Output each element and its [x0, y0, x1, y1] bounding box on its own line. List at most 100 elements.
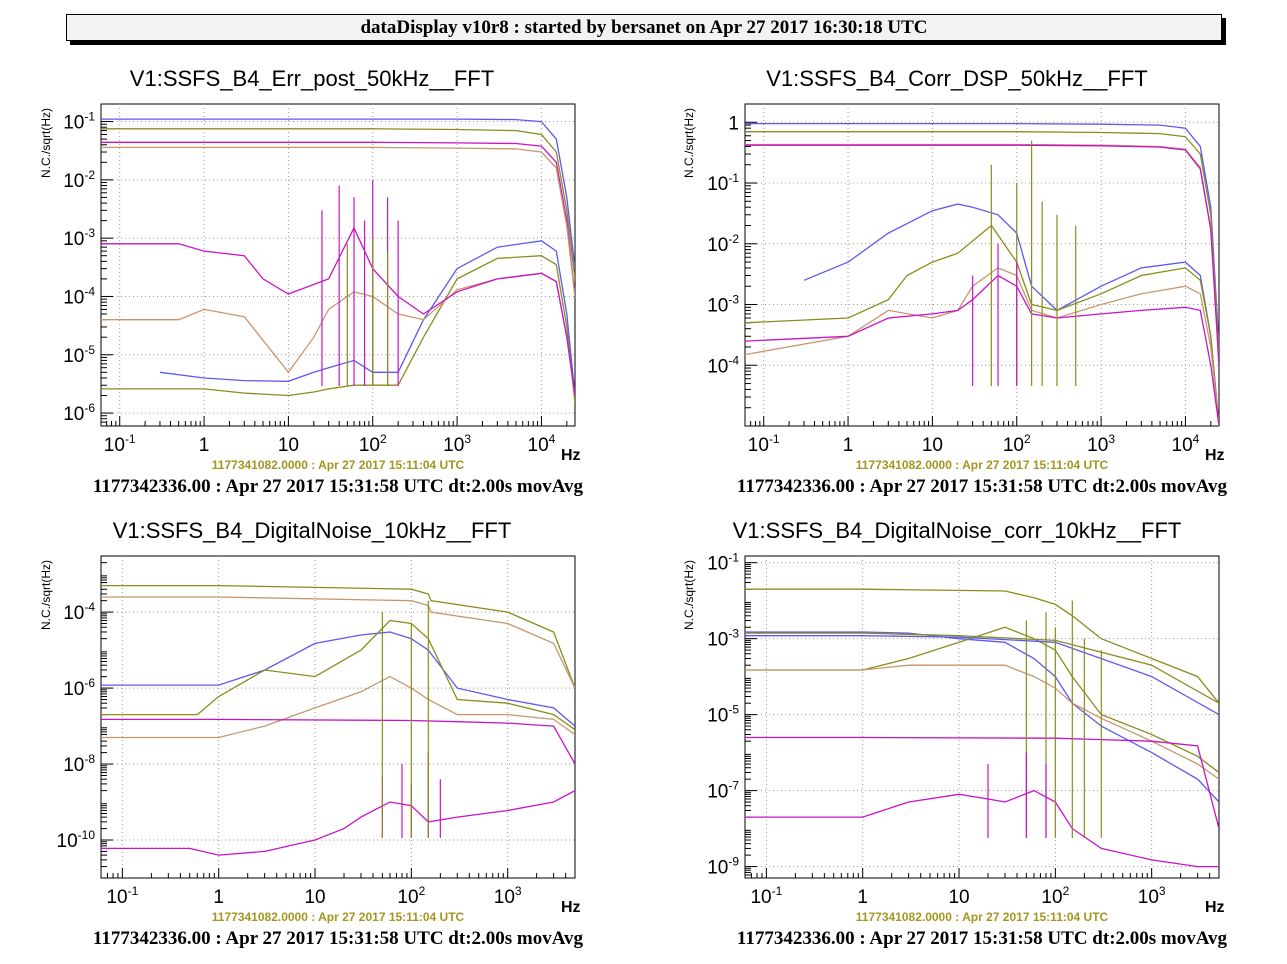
x-tick-label: 10-1 [748, 432, 780, 456]
plot-frame [100, 103, 576, 427]
x-tick-label: 10 [948, 887, 969, 908]
y-tick-label: 10-6 [63, 401, 95, 425]
series-line-5 [101, 675, 575, 739]
y-tick-label: 10-9 [707, 855, 739, 879]
series-line-5 [745, 122, 1219, 348]
y-tick-label: 10-4 [707, 353, 739, 377]
x-tick-label: 104 [528, 432, 556, 456]
y-axis-label: N.C./sqrt(Hz) [39, 560, 53, 630]
y-tick-label: 10-4 [63, 284, 95, 308]
x-tick-label: 102 [1003, 432, 1031, 456]
series-line-1 [803, 203, 1219, 426]
x-tick-label: 10 [304, 887, 325, 908]
y-axis-label: N.C./sqrt(Hz) [682, 560, 696, 630]
reference-time-label: 1177341082.0000 : Apr 27 2017 15:11:04 U… [212, 458, 465, 472]
plot-frame [100, 555, 576, 879]
chart-title: V1:SSFS_B4_DigitalNoise_10kHz__FFT [113, 518, 512, 543]
y-tick-label: 10-5 [63, 343, 95, 367]
x-tick-label: 102 [359, 432, 387, 456]
series-line-2 [101, 596, 575, 689]
y-tick-label: 10-6 [63, 676, 95, 700]
series-line-7 [101, 790, 575, 856]
series-line-2 [745, 224, 1219, 426]
x-axis-label: Hz [1205, 447, 1225, 464]
y-tick-label: 10-7 [707, 779, 739, 803]
x-tick-label: 1 [213, 887, 224, 908]
y-tick-label: 10-1 [707, 551, 739, 575]
footer-time-label: 1177342336.00 : Apr 27 2017 15:31:58 UTC… [737, 928, 1228, 949]
x-tick-label: 10 [922, 435, 943, 456]
chart-panel-4: V1:SSFS_B4_DigitalNoise_corr_10kHz__FFT N… [682, 518, 1228, 949]
series-line-1 [101, 584, 575, 689]
reference-time-label: 1177341082.0000 : Apr 27 2017 15:11:04 U… [212, 910, 465, 924]
series-line-5 [101, 118, 575, 269]
x-tick-label: 103 [494, 884, 522, 908]
chart-panel-3: V1:SSFS_B4_DigitalNoise_10kHz__FFT N.C./s… [39, 518, 584, 949]
series-line-8 [745, 632, 1219, 704]
x-axis-label: Hz [561, 899, 581, 916]
x-tick-label: 1 [857, 887, 868, 908]
x-tick-label: 10-1 [750, 884, 782, 908]
y-tick-label: 1 [728, 113, 739, 134]
y-tick-label: 10-3 [707, 293, 739, 317]
x-tick-label: 103 [1087, 432, 1115, 456]
page-header: dataDisplay v10r8 : started by bersanet … [66, 14, 1222, 41]
x-tick-label: 103 [1138, 884, 1166, 908]
chart-title: V1:SSFS_B4_DigitalNoise_corr_10kHz__FFT [733, 518, 1182, 543]
series-line-3 [745, 626, 1219, 774]
series-line-6 [745, 789, 1219, 868]
x-tick-label: 103 [443, 432, 471, 456]
reference-time-label: 1177341082.0000 : Apr 27 2017 15:11:04 U… [856, 910, 1109, 924]
chart-panel-2: V1:SSFS_B4_Corr_DSP_50kHz__FFT N.C./sqrt(… [682, 66, 1228, 497]
series-line-3 [745, 267, 1219, 426]
series-line-6 [101, 128, 575, 279]
series-line-8 [101, 146, 575, 297]
x-tick-label: 10 [278, 435, 299, 456]
series-group [101, 584, 575, 856]
series-line-1 [159, 240, 575, 396]
y-tick-label: 10-3 [707, 627, 739, 651]
x-tick-label: 10-1 [106, 884, 138, 908]
chart-title: V1:SSFS_B4_Err_post_50kHz__FFT [130, 66, 494, 91]
series-line-1 [745, 588, 1219, 704]
x-tick-label: 104 [1172, 432, 1200, 456]
y-tick-label: 10-1 [63, 110, 95, 134]
series-group [745, 588, 1219, 868]
reference-time-label: 1177341082.0000 : Apr 27 2017 15:11:04 U… [856, 458, 1109, 472]
plot-frame [744, 103, 1220, 427]
y-axis-label: N.C./sqrt(Hz) [682, 108, 696, 178]
series-line-7 [745, 635, 1219, 716]
footer-time-label: 1177342336.00 : Apr 27 2017 15:31:58 UTC… [93, 476, 584, 497]
series-line-3 [101, 631, 575, 727]
x-tick-label: 1 [843, 435, 854, 456]
x-tick-label: 102 [397, 884, 425, 908]
y-tick-label: 10-3 [63, 226, 95, 250]
footer-time-label: 1177342336.00 : Apr 27 2017 15:31:58 UTC… [737, 476, 1228, 497]
y-tick-label: 10-10 [57, 828, 96, 852]
chart-panel-1: V1:SSFS_B4_Err_post_50kHz__FFT N.C./sqrt(… [39, 66, 584, 497]
series-line-8 [745, 144, 1219, 366]
x-axis-label: Hz [1205, 899, 1225, 916]
series-line-4 [101, 619, 575, 731]
series-line-2 [745, 631, 1219, 803]
x-tick-label: 1 [199, 435, 210, 456]
series-group [101, 118, 575, 403]
y-tick-label: 10-2 [63, 168, 95, 192]
y-axis-label: N.C./sqrt(Hz) [39, 108, 53, 178]
plot-frame [744, 555, 1220, 879]
series-line-7 [101, 141, 575, 297]
series-line-4 [745, 274, 1219, 426]
chart-title: V1:SSFS_B4_Corr_DSP_50kHz__FFT [766, 66, 1148, 91]
series-line-4 [745, 664, 1219, 780]
series-line-6 [745, 131, 1219, 355]
x-tick-label: 10-1 [104, 432, 136, 456]
series-line-2 [101, 255, 575, 403]
y-tick-label: 10-5 [707, 703, 739, 727]
x-tick-label: 102 [1041, 884, 1069, 908]
x-axis-label: Hz [561, 447, 581, 464]
footer-time-label: 1177342336.00 : Apr 27 2017 15:31:58 UTC… [93, 928, 584, 949]
series-line-6 [101, 718, 575, 765]
y-tick-label: 10-8 [63, 752, 95, 776]
y-tick-label: 10-2 [707, 232, 739, 256]
